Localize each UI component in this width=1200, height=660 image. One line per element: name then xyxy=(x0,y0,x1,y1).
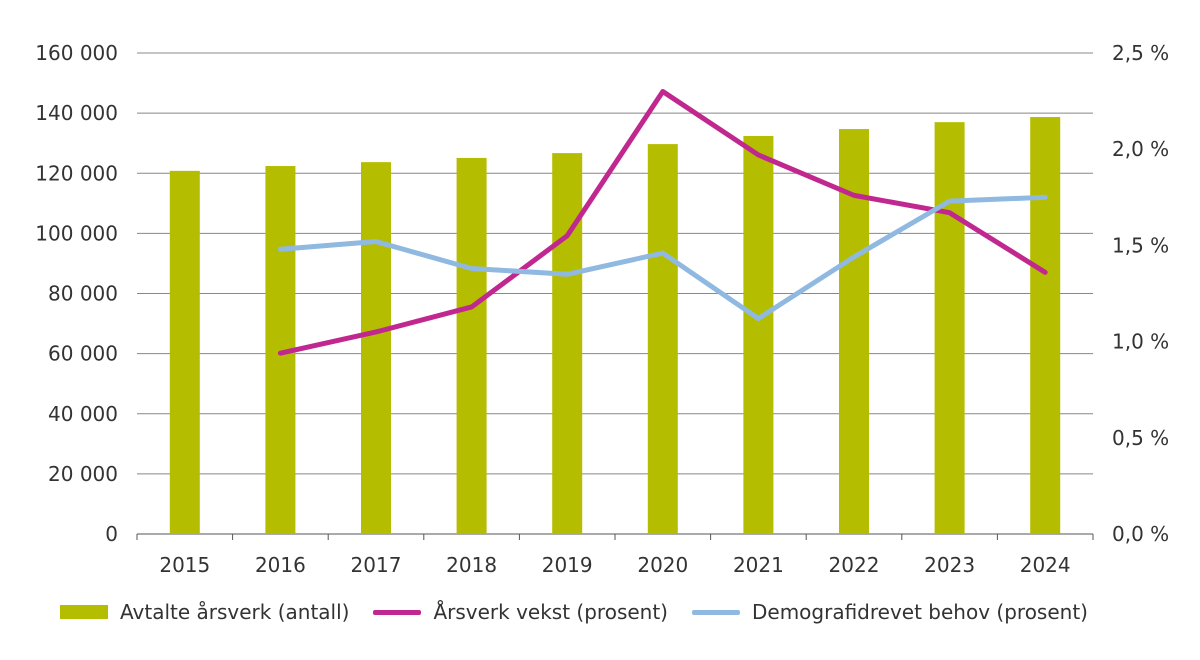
left-tick-label: 100 000 xyxy=(35,221,118,245)
legend-label: Avtalte årsverk (antall) xyxy=(120,600,350,624)
left-tick-label: 20 000 xyxy=(48,462,118,486)
right-tick-label: 1,0 % xyxy=(1112,330,1169,354)
right-tick-label: 2,5 % xyxy=(1112,41,1169,65)
legend: Avtalte årsverk (antall) Årsverk vekst (… xyxy=(60,600,1112,624)
left-tick-label: 160 000 xyxy=(35,41,118,65)
x-tick-label: 2022 xyxy=(829,553,880,577)
left-tick-label: 80 000 xyxy=(48,282,118,306)
x-tick-label: 2017 xyxy=(351,553,402,577)
x-tick-label: 2018 xyxy=(446,553,497,577)
left-tick-label: 120 000 xyxy=(35,161,118,185)
bar-2020 xyxy=(647,144,678,535)
left-tick-label: 0 xyxy=(105,522,118,546)
legend-label: Årsverk vekst (prosent) xyxy=(433,600,668,624)
x-tick-label: 2015 xyxy=(159,553,210,577)
bar-2024 xyxy=(1030,117,1061,534)
right-tick-label: 0,5 % xyxy=(1112,426,1169,450)
legend-label: Demografidrevet behov (prosent) xyxy=(751,600,1088,624)
left-tick-label: 140 000 xyxy=(35,101,118,125)
left-tick-label: 60 000 xyxy=(48,342,118,366)
bar-2019 xyxy=(552,153,583,534)
x-tick-label: 2021 xyxy=(733,553,784,577)
bar-2018 xyxy=(456,157,487,534)
bar-2021 xyxy=(743,135,774,534)
x-tick-label: 2024 xyxy=(1020,553,1071,577)
right-tick-label: 0,0 % xyxy=(1112,522,1169,546)
legend-item-growth: Årsverk vekst (prosent) xyxy=(373,600,668,624)
left-tick-label: 40 000 xyxy=(48,402,118,426)
legend-item-bars: Avtalte årsverk (antall) xyxy=(60,600,349,624)
x-tick-label: 2023 xyxy=(924,553,975,577)
legend-swatch-bars xyxy=(60,605,108,619)
x-tick-label: 2019 xyxy=(542,553,593,577)
legend-swatch-growth xyxy=(373,609,422,615)
bar-2015 xyxy=(169,170,200,534)
right-tick-label: 1,5 % xyxy=(1112,233,1169,257)
bar-2023 xyxy=(934,122,965,535)
right-tick-label: 2,0 % xyxy=(1112,137,1169,161)
legend-swatch-demand xyxy=(691,609,740,615)
chart: 0 20 000 40 000 60 000 80 000 100 000 120 000 1… xyxy=(35,41,1169,577)
legend-item-demand: Demografidrevet behov (prosent) xyxy=(691,600,1088,624)
x-tick-label: 2020 xyxy=(637,553,688,577)
x-tick-label: 2016 xyxy=(255,553,306,577)
bar-2017 xyxy=(361,162,391,534)
